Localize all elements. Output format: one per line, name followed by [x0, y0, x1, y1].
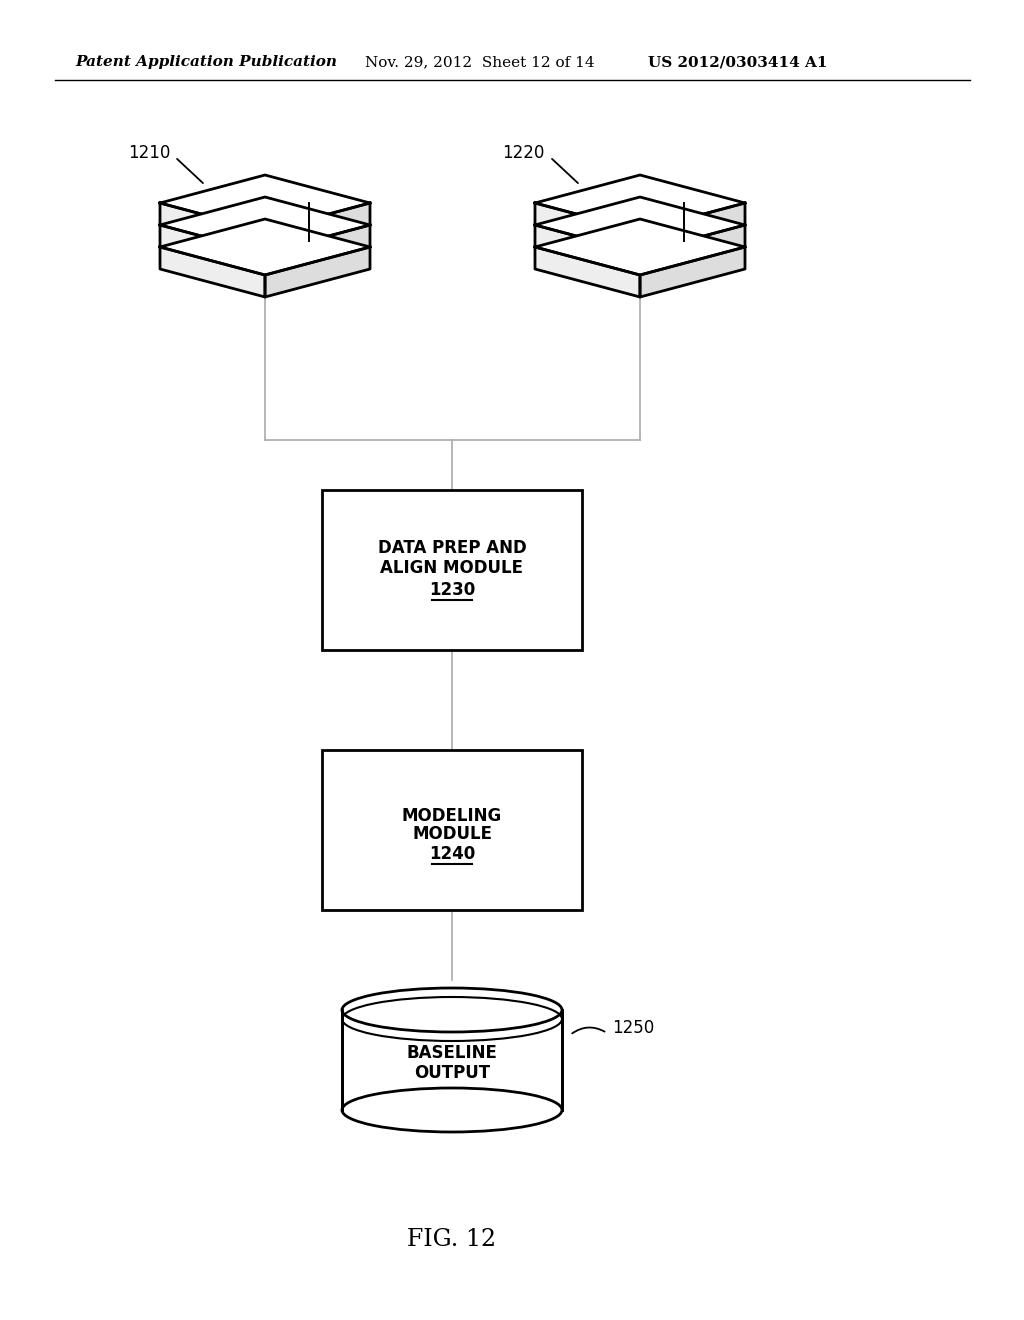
Text: 1210: 1210 [128, 144, 170, 162]
Polygon shape [535, 197, 745, 253]
Polygon shape [160, 203, 265, 253]
Polygon shape [160, 247, 265, 297]
Polygon shape [265, 224, 370, 275]
Polygon shape [640, 247, 745, 297]
Text: ALIGN MODULE: ALIGN MODULE [381, 558, 523, 577]
Polygon shape [265, 247, 370, 297]
Text: 1250: 1250 [612, 1019, 654, 1038]
Polygon shape [535, 176, 745, 231]
Bar [342, 1010, 562, 1110]
Text: MODULE: MODULE [412, 825, 492, 843]
Polygon shape [535, 247, 640, 297]
Polygon shape [160, 176, 370, 231]
Text: 1240: 1240 [429, 845, 475, 863]
Text: FIG. 12: FIG. 12 [408, 1229, 497, 1251]
Polygon shape [265, 203, 370, 253]
Polygon shape [535, 203, 640, 253]
Text: DATA PREP AND: DATA PREP AND [378, 539, 526, 557]
Polygon shape [160, 224, 265, 275]
Text: Nov. 29, 2012  Sheet 12 of 14: Nov. 29, 2012 Sheet 12 of 14 [365, 55, 595, 69]
Ellipse shape [342, 987, 562, 1032]
Text: BASELINE: BASELINE [407, 1044, 498, 1063]
Polygon shape [535, 224, 640, 275]
Text: OUTPUT: OUTPUT [414, 1064, 490, 1082]
Text: US 2012/0303414 A1: US 2012/0303414 A1 [648, 55, 827, 69]
Text: 1230: 1230 [429, 581, 475, 599]
FancyBboxPatch shape [322, 750, 582, 909]
Polygon shape [160, 197, 370, 253]
Text: Patent Application Publication: Patent Application Publication [75, 55, 337, 69]
FancyBboxPatch shape [322, 490, 582, 649]
Polygon shape [640, 203, 745, 253]
Polygon shape [160, 219, 370, 275]
Text: 1220: 1220 [503, 144, 545, 162]
Polygon shape [535, 219, 745, 275]
Polygon shape [640, 224, 745, 275]
Text: MODELING: MODELING [401, 807, 502, 825]
Ellipse shape [342, 1088, 562, 1133]
